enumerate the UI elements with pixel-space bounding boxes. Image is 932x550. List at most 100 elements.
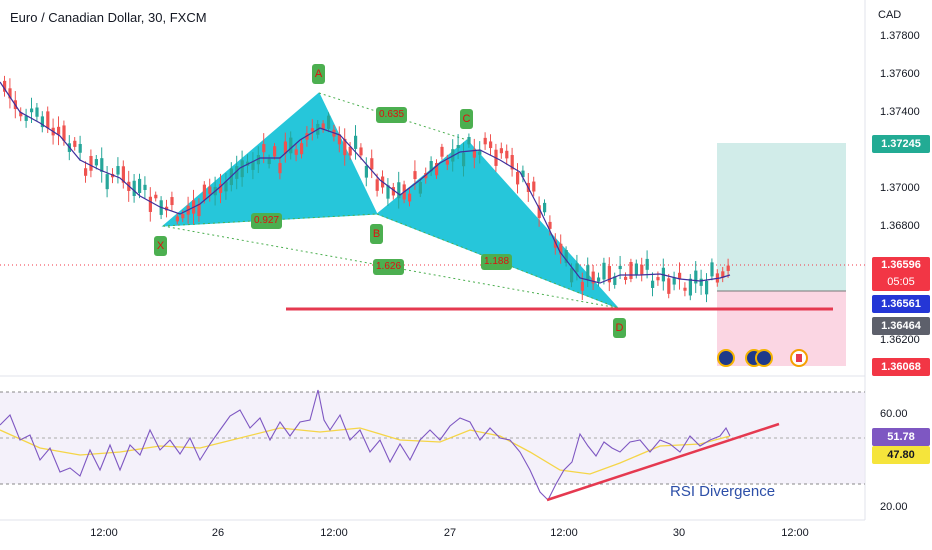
candle-body <box>154 194 158 199</box>
candle-body <box>278 163 282 174</box>
candle-body <box>607 266 611 283</box>
candle-body <box>575 263 579 272</box>
candle-body <box>35 107 39 117</box>
candle-body <box>570 268 574 283</box>
candle-body <box>597 277 601 282</box>
price-tick: 1.37600 <box>880 68 920 80</box>
point-x-label[interactable]: X <box>154 236 167 256</box>
time-tick: 26 <box>211 527 225 539</box>
candle-body <box>375 179 379 191</box>
candle-body <box>267 158 271 165</box>
candle-body <box>705 280 709 295</box>
long-position-profit-zone <box>717 143 846 291</box>
candle-body <box>343 138 347 156</box>
ratio-bd[interactable]: 1.188 <box>481 254 513 270</box>
rsi-ma-line <box>0 427 731 475</box>
candle-body <box>672 277 676 285</box>
candle-body <box>100 158 104 172</box>
candle-body <box>121 166 125 183</box>
price-tick: 1.36200 <box>880 334 920 346</box>
rsi-divergence-annotation[interactable]: RSI Divergence <box>670 483 776 500</box>
candle-body <box>327 115 331 129</box>
candle-body <box>591 271 595 284</box>
stop-price-label: 1.36068 <box>872 358 930 376</box>
ratio-xb[interactable]: 0.927 <box>251 213 283 229</box>
candle-body <box>602 262 606 280</box>
candle-body <box>224 181 228 192</box>
candle-body <box>3 80 7 92</box>
candle-body <box>667 278 671 294</box>
candle-body <box>94 159 98 166</box>
candle-body <box>235 166 239 179</box>
candle-body <box>580 281 584 291</box>
candle-body <box>84 168 88 176</box>
candle-body <box>435 163 439 176</box>
candle-body <box>337 134 341 145</box>
candle-body <box>683 287 687 291</box>
candle-body <box>418 182 422 194</box>
candle-body <box>645 258 649 270</box>
candle-body <box>175 216 179 222</box>
point-a-label[interactable]: A <box>312 64 325 84</box>
candle-body <box>467 137 471 145</box>
candle-body <box>445 160 449 165</box>
point-d-label[interactable]: D <box>613 318 626 338</box>
candle-body <box>202 184 206 200</box>
candle-body <box>483 137 487 145</box>
candle-body <box>521 170 525 178</box>
ratio-ac[interactable]: 0.635 <box>376 107 408 123</box>
candlesticks <box>3 75 730 303</box>
candle-body <box>559 243 563 255</box>
candle-body <box>472 149 476 158</box>
candle-body <box>721 271 725 278</box>
candle-body <box>726 265 730 271</box>
candle-body <box>30 108 34 113</box>
candle-body <box>283 141 287 154</box>
candle-body <box>391 187 395 196</box>
time-tick: 27 <box>443 527 457 539</box>
candle-body <box>370 158 374 170</box>
canada-flag-icon[interactable] <box>790 349 808 367</box>
candle-body <box>656 277 660 281</box>
point-b-label[interactable]: B <box>370 224 383 244</box>
rsi-tick: 20.00 <box>880 501 908 513</box>
candle-body <box>548 221 552 229</box>
candle-body <box>489 141 493 149</box>
candle-body <box>429 161 433 172</box>
candle-body <box>651 280 655 288</box>
candle-body <box>386 185 390 199</box>
candle-body <box>505 150 509 159</box>
eu-flag-icon[interactable] <box>755 349 773 367</box>
point-c-label[interactable]: C <box>460 109 473 129</box>
candle-body <box>8 88 12 99</box>
chart-title: Euro / Canadian Dollar, 30, FXCM <box>10 10 207 25</box>
candle-body <box>543 202 547 213</box>
candle-body <box>359 147 363 156</box>
candle-body <box>710 262 714 277</box>
candle-body <box>618 265 622 270</box>
target-price-label: 1.37245 <box>872 135 930 153</box>
price-tick: 1.36800 <box>880 220 920 232</box>
candle-body <box>516 171 520 185</box>
ratio-xd[interactable]: 1.626 <box>373 259 405 275</box>
candle-body <box>613 276 617 285</box>
candle-body <box>219 184 223 193</box>
entry-price-label: 1.36561 <box>872 295 930 313</box>
candle-body <box>699 278 703 286</box>
candle-body <box>24 115 28 121</box>
ac-connector <box>318 92 468 141</box>
candle-body <box>478 149 482 155</box>
price-tick: 1.37400 <box>880 106 920 118</box>
candle-body <box>165 206 169 211</box>
candle-body <box>57 126 61 135</box>
candle-body <box>640 264 644 275</box>
candle-body <box>310 128 314 132</box>
candle-body <box>181 214 185 219</box>
eu-flag-icon[interactable] <box>717 349 735 367</box>
candle-body <box>62 125 66 141</box>
candle-body <box>105 174 109 190</box>
candle-body <box>586 265 590 280</box>
time-tick: 12:00 <box>90 527 118 539</box>
time-tick: 12:00 <box>781 527 809 539</box>
